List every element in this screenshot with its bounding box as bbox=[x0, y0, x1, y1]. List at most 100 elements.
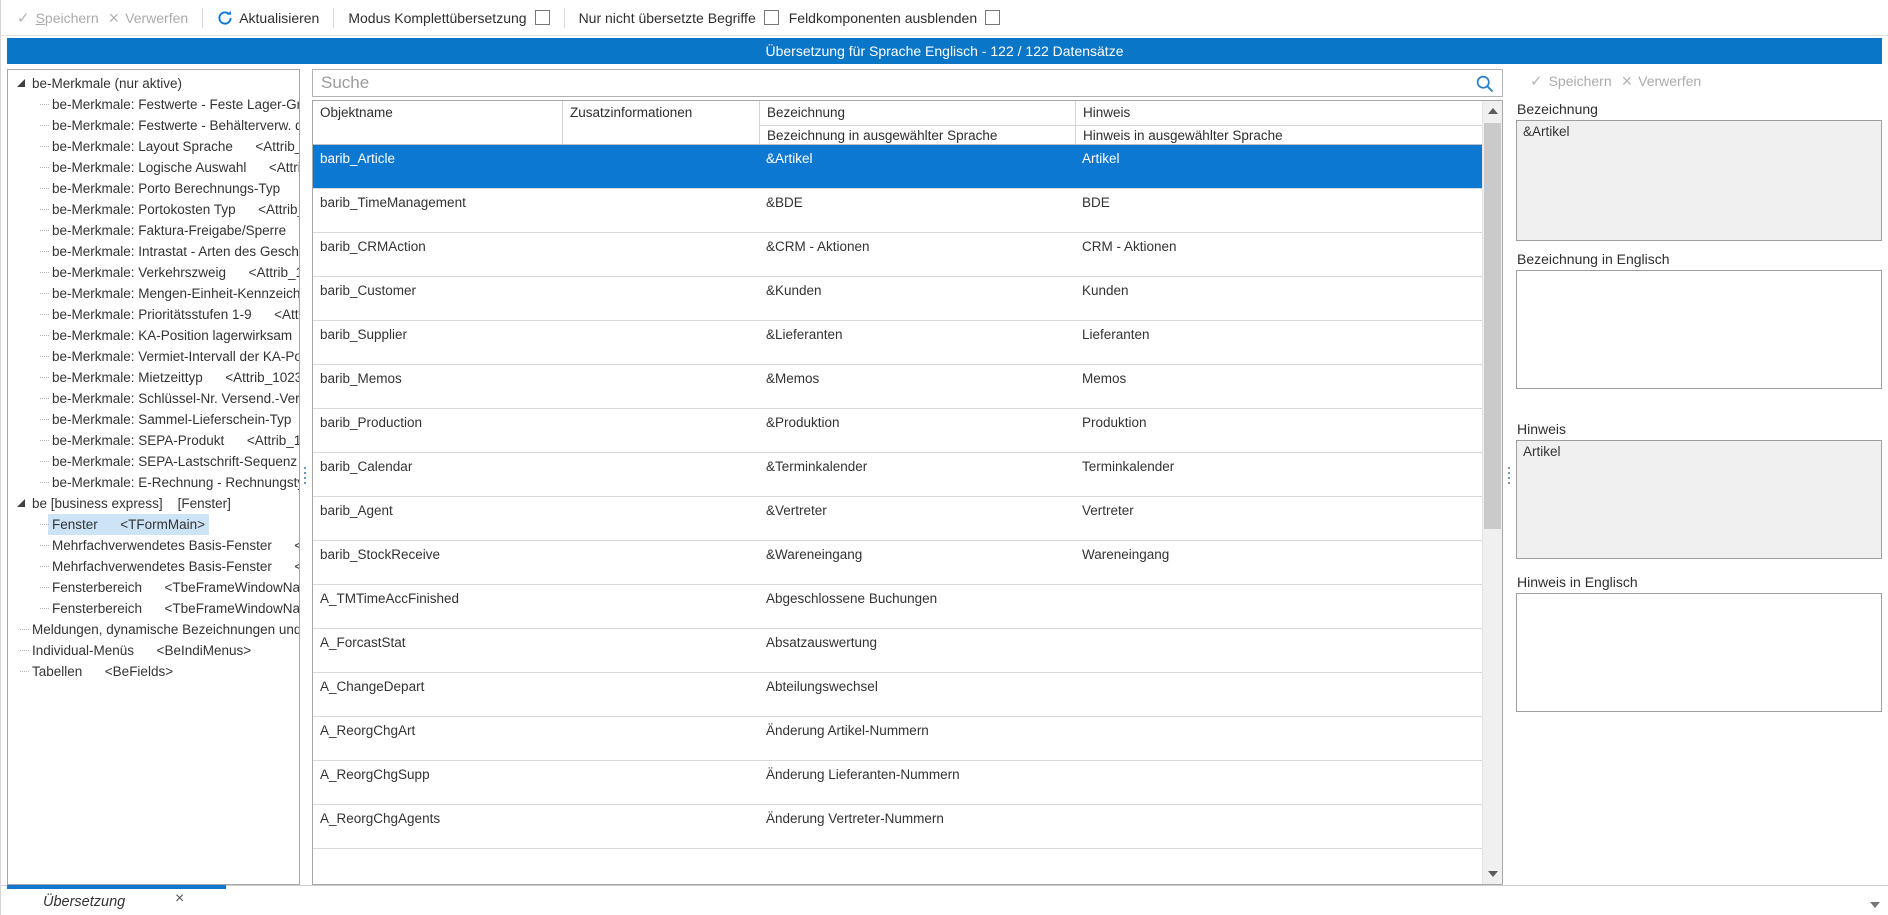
tree-item[interactable]: be-Merkmale: Faktura-Freigabe/Sperre bbox=[8, 220, 299, 241]
cell-hinweis bbox=[1075, 585, 1482, 628]
table-header: Objektname Zusatzinformationen Bezeichnu… bbox=[313, 101, 1482, 145]
tree-item[interactable]: be-Merkmale (nur aktive) bbox=[8, 73, 299, 94]
subcolumn-header-hinweis-sprache: Hinweis in ausgewählter Sprache bbox=[1076, 125, 1482, 144]
tree-item[interactable]: be-Merkmale: Intrastat - Arten des Gesch… bbox=[8, 241, 299, 262]
cell-objektname: barib_Agent bbox=[320, 503, 393, 518]
cell-bezeichnung: Abteilungswechsel bbox=[766, 679, 878, 694]
tree-item[interactable]: be-Merkmale: Festwerte - Behälterverw. d… bbox=[8, 115, 299, 136]
hinweis-englisch-field[interactable] bbox=[1516, 593, 1882, 712]
tree-item-label: be-Merkmale: Intrastat - Arten des Gesch… bbox=[52, 244, 299, 259]
expanded-triangle-icon[interactable] bbox=[17, 499, 25, 507]
tree-item[interactable]: be-Merkmale: Festwerte - Feste Lager-Grö bbox=[8, 94, 299, 115]
table-row[interactable]: barib_Supplier &Lieferanten Lieferanten bbox=[313, 321, 1482, 365]
mode-full-translation-option: Modus Komplettübersetzung bbox=[348, 10, 550, 26]
tree-item-label: Mehrfachverwendetes Basis-Fenster <Tl bbox=[52, 538, 299, 553]
corner-dropdown-icon[interactable] bbox=[1870, 902, 1880, 908]
table-row[interactable]: barib_Calendar &Terminkalender Terminkalen… bbox=[313, 453, 1482, 497]
table-row[interactable]: barib_Memos &Memos Memos bbox=[313, 365, 1482, 409]
table-row[interactable]: A_ReorgChgAgents Änderung Vertreter-Numme… bbox=[313, 805, 1482, 849]
tree-item[interactable]: Meldungen, dynamische Bezeichnungen und … bbox=[8, 619, 299, 640]
tree-item[interactable]: be-Merkmale: SEPA-Produkt <Attrib_10. bbox=[8, 430, 299, 451]
tree-item-label: be-Merkmale: Faktura-Freigabe/Sperre bbox=[52, 223, 287, 238]
discard-button[interactable]: × Verwerfen bbox=[108, 7, 189, 28]
table-row[interactable]: barib_Customer &Kunden Kunden bbox=[313, 277, 1482, 321]
cell-hinweis: BDE bbox=[1082, 195, 1110, 210]
table-row[interactable]: barib_Production &Produktion Produktion bbox=[313, 409, 1482, 453]
table-row[interactable]: barib_TimeManagement &BDE BDE bbox=[313, 189, 1482, 233]
scroll-up-button[interactable] bbox=[1483, 101, 1502, 121]
detail-discard-button[interactable]: × Verwerfen bbox=[1622, 72, 1702, 90]
table-row[interactable]: A_ReorgChgSupp Änderung Lieferanten-Numme… bbox=[313, 761, 1482, 805]
tree-item[interactable]: be-Merkmale: E-Rechnung - Rechnungstyp bbox=[8, 472, 299, 493]
tree-item-label: be-Merkmale: Logische Auswahl <Attrib bbox=[52, 160, 299, 175]
tree-item[interactable]: Mehrfachverwendetes Basis-Fenster <Tl bbox=[8, 556, 299, 577]
table-vertical-scrollbar[interactable] bbox=[1482, 101, 1502, 884]
table-row[interactable]: A_ReorgChgArt Änderung Artikel-Nummern bbox=[313, 717, 1482, 761]
tree-item-label: be-Merkmale: E-Rechnung - Rechnungstyp bbox=[52, 475, 299, 490]
tree-item[interactable]: be-Merkmale: Mietzeittyp <Attrib_1023 bbox=[8, 367, 299, 388]
tab-uebersetzung[interactable]: Übersetzung × bbox=[7, 889, 226, 915]
left-splitter[interactable] bbox=[301, 69, 311, 885]
table-row[interactable]: barib_Agent &Vertreter Vertreter bbox=[313, 497, 1482, 541]
tree-item[interactable]: Tabellen <BeFields> bbox=[8, 661, 299, 682]
cell-hinweis bbox=[1075, 717, 1482, 760]
tree-item[interactable]: Fensterbereich <TbeFrameWindowNavi bbox=[8, 577, 299, 598]
arrow-up-icon bbox=[1487, 108, 1498, 114]
tree-item[interactable]: be-Merkmale: Schlüssel-Nr. Versend.-Verf bbox=[8, 388, 299, 409]
tree-item[interactable]: Fenster <TFormMain> bbox=[8, 514, 299, 535]
tree-item[interactable]: be-Merkmale: SEPA-Lastschrift-Sequenz bbox=[8, 451, 299, 472]
cell-hinweis: Vertreter bbox=[1082, 503, 1134, 518]
tree-item[interactable]: be-Merkmale: Layout Sprache <Attrib_N bbox=[8, 136, 299, 157]
tree-item[interactable]: be-Merkmale: Portokosten Typ <Attrib_ bbox=[8, 199, 299, 220]
scrollbar-thumb[interactable] bbox=[1484, 123, 1501, 529]
hinweis-field[interactable]: Artikel bbox=[1516, 440, 1882, 559]
right-splitter[interactable] bbox=[1505, 69, 1515, 885]
column-header-bezeichnung[interactable]: Bezeichnung Bezeichnung in ausgewählter … bbox=[759, 101, 1075, 144]
table-row[interactable]: A_TMTimeAccFinished Abgeschlossene Buchun… bbox=[313, 585, 1482, 629]
tree-item[interactable]: be-Merkmale: Mengen-Einheit-Kennzeiche bbox=[8, 283, 299, 304]
tree-item[interactable]: be-Merkmale: Sammel-Lieferschein-Typ bbox=[8, 409, 299, 430]
save-button[interactable]: ✓ Speichern bbox=[17, 9, 99, 27]
hide-field-components-checkbox[interactable] bbox=[985, 10, 1001, 25]
tree-item[interactable]: be [business express] [Fenster] bbox=[8, 493, 299, 514]
tab-close-icon[interactable]: × bbox=[175, 890, 185, 907]
table-row[interactable]: barib_Article &Artikel Artikel bbox=[313, 145, 1482, 189]
bezeichnung-field[interactable]: &Artikel bbox=[1516, 120, 1882, 241]
mode-full-translation-checkbox[interactable] bbox=[534, 10, 550, 25]
toolbar-separator bbox=[333, 7, 335, 28]
x-icon: × bbox=[108, 7, 120, 28]
scroll-down-button[interactable] bbox=[1483, 864, 1502, 884]
table-row[interactable]: A_ForcastStat Absatzauswertung bbox=[313, 629, 1482, 673]
detail-save-button[interactable]: ✓ Speichern bbox=[1530, 72, 1612, 90]
refresh-button[interactable]: Aktualisieren bbox=[217, 10, 319, 26]
column-header-hinweis[interactable]: Hinweis Hinweis in ausgewählter Sprache bbox=[1075, 101, 1482, 144]
table-row[interactable]: A_ChangeDepart Abteilungswechsel bbox=[313, 673, 1482, 717]
tree-item[interactable]: be-Merkmale: Prioritätsstufen 1-9 <Attr bbox=[8, 304, 299, 325]
tree-item[interactable]: be-Merkmale: KA-Position lagerwirksam bbox=[8, 325, 299, 346]
expanded-triangle-icon[interactable] bbox=[17, 79, 25, 87]
tree-item[interactable]: Individual-Menüs <BeIndiMenus> bbox=[8, 640, 299, 661]
cell-bezeichnung: &BDE bbox=[766, 195, 803, 210]
splitter-grip-icon bbox=[304, 467, 306, 484]
cell-hinweis: Lieferanten bbox=[1082, 327, 1150, 342]
cell-objektname: barib_TimeManagement bbox=[320, 195, 466, 210]
tree-item[interactable]: be-Merkmale: Logische Auswahl <Attrib bbox=[8, 157, 299, 178]
tree-item[interactable]: Mehrfachverwendetes Basis-Fenster <Tl bbox=[8, 535, 299, 556]
tree-item[interactable]: be-Merkmale: Vermiet-Intervall der KA-Po… bbox=[8, 346, 299, 367]
detail-toolbar: ✓ Speichern × Verwerfen bbox=[1516, 69, 1884, 93]
tree-item[interactable]: be-Merkmale: Porto Berechnungs-Typ < bbox=[8, 178, 299, 199]
table-row[interactable]: barib_StockReceive &Wareneingang Wareneing… bbox=[313, 541, 1482, 585]
tree-item[interactable]: be-Merkmale: Verkehrszweig <Attrib_10 bbox=[8, 262, 299, 283]
search-icon[interactable] bbox=[1475, 74, 1495, 94]
tree-item-label: be-Merkmale: Portokosten Typ <Attrib_ bbox=[52, 202, 299, 217]
table-row[interactable]: barib_CRMAction &CRM - Aktionen CRM - Akti… bbox=[313, 233, 1482, 277]
tree-item[interactable]: Fensterbereich <TbeFrameWindowNavi bbox=[8, 598, 299, 619]
bezeichnung-englisch-field[interactable] bbox=[1516, 270, 1882, 389]
column-header-objektname[interactable]: Objektname bbox=[320, 105, 393, 120]
tree-item-label: be-Merkmale: SEPA-Produkt <Attrib_10. bbox=[52, 433, 299, 448]
tree-item-label: be-Merkmale: Schlüssel-Nr. Versend.-Verf bbox=[52, 391, 299, 406]
column-header-zusatzinformationen[interactable]: Zusatzinformationen bbox=[562, 101, 759, 144]
tree-item-label: Individual-Menüs <BeIndiMenus> bbox=[32, 643, 252, 658]
search-input[interactable] bbox=[313, 70, 1502, 96]
only-untranslated-checkbox[interactable] bbox=[763, 10, 779, 25]
